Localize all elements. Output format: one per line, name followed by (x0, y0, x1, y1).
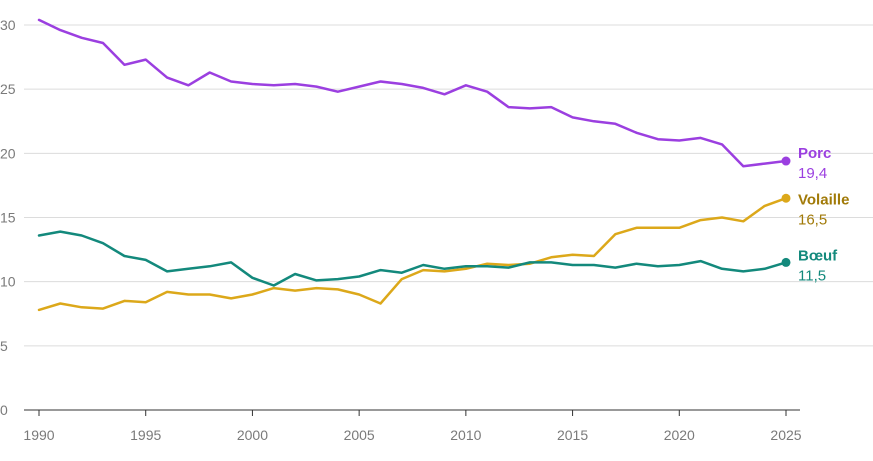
x-tick-label: 1990 (23, 427, 54, 443)
x-tick-label: 2020 (664, 427, 695, 443)
series-value-label: 19,4 (798, 165, 827, 182)
series-end-point-buf (781, 257, 791, 267)
y-tick-label: 10 (0, 274, 16, 290)
gridlines (24, 24, 873, 347)
x-tick-label: 1995 (130, 427, 161, 443)
series-name-label: Volaille (798, 191, 849, 208)
y-tick-label: 0 (0, 402, 8, 418)
y-tick-label: 5 (0, 338, 8, 354)
series-end-point-porc (781, 156, 791, 166)
series-lines (37, 18, 791, 312)
series-name-label: Bœuf (798, 247, 838, 264)
series-end-point-volaille (781, 193, 791, 203)
series-name-label: Porc (798, 145, 831, 162)
x-tick-label: 2010 (450, 427, 481, 443)
x-tick-label: 2025 (770, 427, 801, 443)
y-tick-label: 30 (0, 17, 16, 33)
series-line-porc (37, 18, 788, 168)
y-tick-label: 15 (0, 210, 16, 226)
x-tick-label: 2015 (557, 427, 588, 443)
y-tick-label: 20 (0, 145, 16, 161)
x-tick-label: 2005 (344, 427, 375, 443)
series-end-labels: Porc 19,4 Volaille 16,5 Bœuf 11,5 (798, 145, 849, 284)
series-line-buf (37, 230, 788, 287)
series-value-label: 11,5 (798, 267, 826, 284)
series-value-label: 16,5 (798, 211, 827, 228)
series-line-volaille (37, 196, 788, 312)
x-tick-label: 2000 (237, 427, 268, 443)
y-tick-label: 25 (0, 81, 16, 97)
